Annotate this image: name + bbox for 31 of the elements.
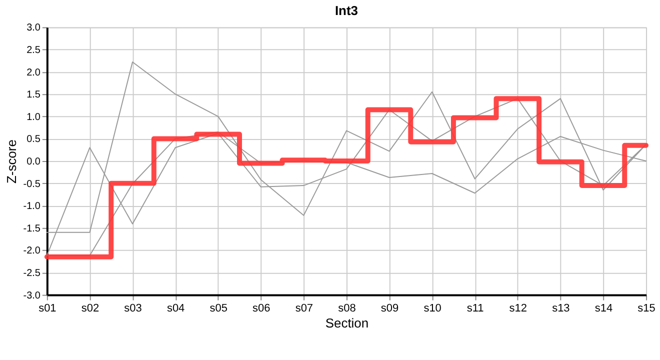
y-tick-label: 0.0 bbox=[26, 156, 41, 168]
y-tick-label: 1.0 bbox=[26, 112, 41, 123]
x-tick-label: s10 bbox=[424, 302, 442, 314]
x-tick-label: s02 bbox=[81, 302, 100, 314]
x-tick-label: s11 bbox=[466, 302, 484, 314]
x-tick-label: s08 bbox=[338, 302, 356, 314]
y-tick-label: -3.0 bbox=[23, 290, 41, 302]
y-tick-label: -2.5 bbox=[23, 268, 41, 279]
x-tick-label: s12 bbox=[509, 302, 527, 314]
x-tick-label: s05 bbox=[210, 302, 228, 314]
x-tick-label: s09 bbox=[380, 302, 399, 314]
y-tick-label: -1.0 bbox=[23, 201, 41, 212]
x-tick-label: s15 bbox=[638, 302, 656, 314]
y-tick-label: 1.5 bbox=[26, 90, 41, 101]
y-tick-label: -1.5 bbox=[23, 223, 41, 234]
x-tick-label: s06 bbox=[252, 302, 270, 314]
x-tick-label: s03 bbox=[124, 302, 142, 314]
y-tick-label: 2.5 bbox=[26, 45, 41, 56]
y-tick-label: -2.0 bbox=[23, 246, 41, 257]
x-tick-label: s13 bbox=[552, 302, 570, 314]
x-tick-label: s14 bbox=[594, 302, 613, 314]
chart-title: Int3 bbox=[334, 3, 358, 18]
x-tick-label: s04 bbox=[166, 302, 185, 314]
x-tick-label: s01 bbox=[38, 302, 56, 314]
x-axis-title: Section bbox=[325, 315, 369, 330]
y-axis-title: Z-score bbox=[4, 140, 20, 184]
y-tick-label: 3.0 bbox=[26, 22, 41, 34]
y-tick-label: 0.5 bbox=[26, 134, 41, 146]
y-tick-label: 2.0 bbox=[26, 67, 41, 78]
x-tick-label: s07 bbox=[295, 302, 314, 314]
y-tick-label: -0.5 bbox=[23, 178, 41, 190]
